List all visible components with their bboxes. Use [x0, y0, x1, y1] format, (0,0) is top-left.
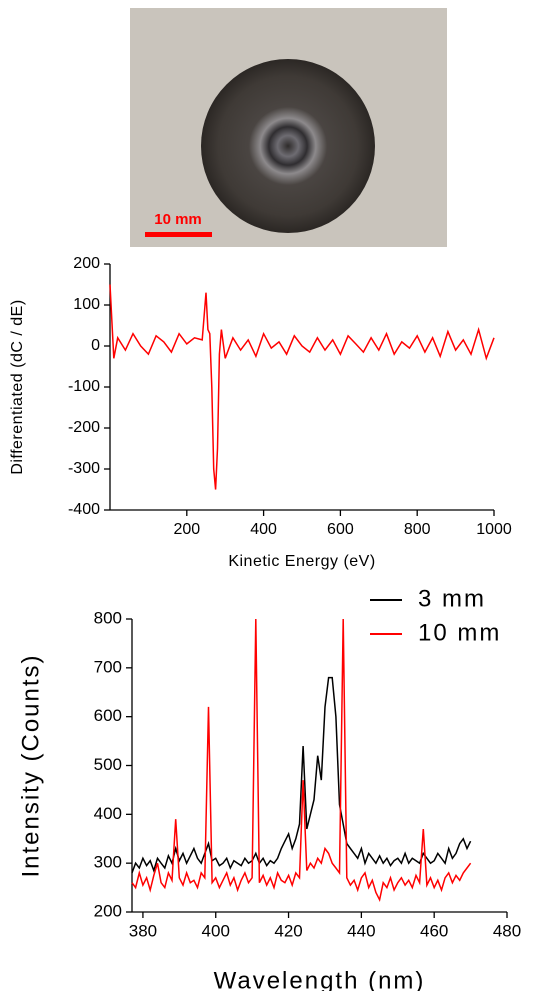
sample-disc — [201, 59, 375, 233]
scale-bar — [145, 232, 212, 237]
y-tick-label: 800 — [94, 608, 122, 627]
data-line — [131, 676, 472, 874]
y-tick-label: -400 — [68, 501, 100, 518]
x-tick-label: 400 — [250, 521, 277, 538]
y-tick-label: 200 — [73, 255, 100, 272]
y-tick-label: -300 — [68, 460, 100, 477]
y-tick-label: -200 — [68, 419, 100, 436]
x-tick-label: 800 — [404, 521, 431, 538]
x-tick-label: 1000 — [476, 521, 512, 538]
x-tick-label: 460 — [420, 921, 448, 940]
x-axis-label: Kinetic Energy (eV) — [228, 553, 375, 570]
data-line — [131, 618, 472, 903]
y-tick-label: 400 — [94, 804, 122, 823]
legend-label: 10 mm — [418, 619, 501, 646]
photo: 10 mm — [130, 8, 447, 247]
y-axis-label: Intensity (Counts) — [17, 653, 44, 877]
scale-label: 10 mm — [154, 211, 202, 228]
y-tick-label: 300 — [94, 853, 122, 872]
x-tick-label: 480 — [493, 921, 521, 940]
y-tick-label: 700 — [94, 657, 122, 676]
x-tick-label: 200 — [173, 521, 200, 538]
x-tick-label: 440 — [347, 921, 375, 940]
x-tick-label: 380 — [129, 921, 157, 940]
x-tick-label: 400 — [202, 921, 230, 940]
y-tick-label: 100 — [73, 296, 100, 313]
y-tick-label: -100 — [68, 378, 100, 395]
y-tick-label: 200 — [94, 901, 122, 920]
data-line — [109, 284, 495, 490]
x-tick-label: 420 — [274, 921, 302, 940]
legend-label: 3 mm — [418, 585, 486, 612]
y-axis-label: Differentiated (dC / dE) — [9, 299, 26, 474]
x-axis-label: Wavelength (nm) — [214, 967, 426, 991]
y-tick-label: 600 — [94, 706, 122, 725]
x-tick-label: 600 — [327, 521, 354, 538]
y-tick-label: 500 — [94, 755, 122, 774]
y-tick-label: 0 — [91, 337, 100, 354]
